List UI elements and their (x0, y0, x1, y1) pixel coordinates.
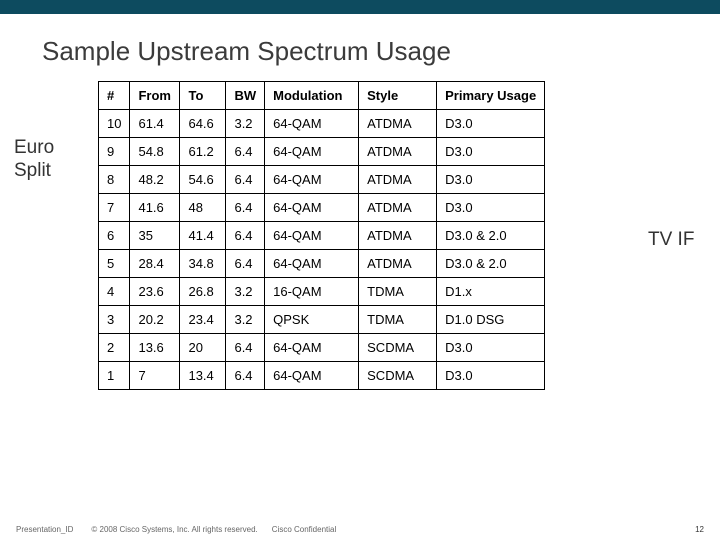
cell-bw: 6.4 (226, 138, 265, 166)
page-title: Sample Upstream Spectrum Usage (0, 14, 720, 81)
cell-mod: 64-QAM (265, 110, 359, 138)
cell-to: 41.4 (180, 222, 226, 250)
cell-usage: D3.0 (437, 194, 545, 222)
footer: Presentation_ID © 2008 Cisco Systems, In… (0, 525, 720, 534)
cell-usage: D3.0 & 2.0 (437, 250, 545, 278)
table-row: 848.254.66.464-QAMATDMAD3.0 (99, 166, 545, 194)
cell-num: 1 (99, 362, 130, 390)
cell-usage: D3.0 (437, 166, 545, 194)
cell-from: 7 (130, 362, 180, 390)
cell-usage: D1.x (437, 278, 545, 306)
cell-style: ATDMA (359, 194, 437, 222)
cell-style: SCDMA (359, 334, 437, 362)
cell-mod: 64-QAM (265, 166, 359, 194)
cell-num: 5 (99, 250, 130, 278)
cell-num: 9 (99, 138, 130, 166)
table-row: 63541.46.464-QAMATDMAD3.0 & 2.0 (99, 222, 545, 250)
cell-bw: 6.4 (226, 362, 265, 390)
cell-mod: 64-QAM (265, 138, 359, 166)
cell-num: 6 (99, 222, 130, 250)
table-row: 320.223.43.2QPSKTDMAD1.0 DSG (99, 306, 545, 334)
cell-from: 28.4 (130, 250, 180, 278)
cell-style: ATDMA (359, 166, 437, 194)
cell-bw: 6.4 (226, 222, 265, 250)
cell-num: 4 (99, 278, 130, 306)
cell-to: 61.2 (180, 138, 226, 166)
cell-from: 13.6 (130, 334, 180, 362)
cell-mod: 64-QAM (265, 362, 359, 390)
cell-mod: 16-QAM (265, 278, 359, 306)
cell-usage: D3.0 (437, 362, 545, 390)
cell-bw: 3.2 (226, 306, 265, 334)
cell-mod: QPSK (265, 306, 359, 334)
cell-bw: 3.2 (226, 278, 265, 306)
cell-to: 64.6 (180, 110, 226, 138)
table-row: 213.6206.464-QAMSCDMAD3.0 (99, 334, 545, 362)
header-num: # (99, 82, 130, 110)
footer-presentation-id: Presentation_ID (16, 525, 73, 534)
cell-bw: 6.4 (226, 194, 265, 222)
content-area: Euro Split TV IF # From To BW Modulation… (0, 81, 720, 390)
cell-to: 23.4 (180, 306, 226, 334)
table-row: 1061.464.63.264-QAMATDMAD3.0 (99, 110, 545, 138)
right-side-label: TV IF (648, 229, 694, 251)
table-row: 1713.46.464-QAMSCDMAD3.0 (99, 362, 545, 390)
cell-bw: 6.4 (226, 166, 265, 194)
table-row: 954.861.26.464-QAMATDMAD3.0 (99, 138, 545, 166)
table-row: 423.626.83.216-QAMTDMAD1.x (99, 278, 545, 306)
cell-num: 2 (99, 334, 130, 362)
cell-from: 54.8 (130, 138, 180, 166)
cell-style: ATDMA (359, 250, 437, 278)
cell-to: 34.8 (180, 250, 226, 278)
table-row: 528.434.86.464-QAMATDMAD3.0 & 2.0 (99, 250, 545, 278)
cell-usage: D3.0 (437, 334, 545, 362)
header-modulation: Modulation (265, 82, 359, 110)
header-from: From (130, 82, 180, 110)
cell-style: TDMA (359, 306, 437, 334)
header-style: Style (359, 82, 437, 110)
cell-num: 8 (99, 166, 130, 194)
cell-mod: 64-QAM (265, 222, 359, 250)
cell-to: 26.8 (180, 278, 226, 306)
left-side-label: Euro Split (14, 137, 86, 183)
cell-bw: 6.4 (226, 334, 265, 362)
footer-confidential: Cisco Confidential (272, 525, 336, 534)
cell-style: ATDMA (359, 110, 437, 138)
cell-usage: D3.0 (437, 110, 545, 138)
cell-style: TDMA (359, 278, 437, 306)
cell-mod: 64-QAM (265, 194, 359, 222)
cell-usage: D3.0 & 2.0 (437, 222, 545, 250)
cell-from: 41.6 (130, 194, 180, 222)
cell-to: 13.4 (180, 362, 226, 390)
footer-copyright: © 2008 Cisco Systems, Inc. All rights re… (91, 525, 257, 534)
cell-from: 48.2 (130, 166, 180, 194)
cell-style: ATDMA (359, 138, 437, 166)
cell-from: 35 (130, 222, 180, 250)
cell-from: 23.6 (130, 278, 180, 306)
cell-bw: 3.2 (226, 110, 265, 138)
cell-style: SCDMA (359, 362, 437, 390)
top-accent-bar (0, 0, 720, 14)
cell-from: 61.4 (130, 110, 180, 138)
table-header-row: # From To BW Modulation Style Primary Us… (99, 82, 545, 110)
cell-usage: D1.0 DSG (437, 306, 545, 334)
table-row: 741.6486.464-QAMATDMAD3.0 (99, 194, 545, 222)
header-to: To (180, 82, 226, 110)
header-bw: BW (226, 82, 265, 110)
cell-mod: 64-QAM (265, 334, 359, 362)
cell-to: 20 (180, 334, 226, 362)
cell-from: 20.2 (130, 306, 180, 334)
cell-style: ATDMA (359, 222, 437, 250)
cell-num: 10 (99, 110, 130, 138)
cell-mod: 64-QAM (265, 250, 359, 278)
cell-usage: D3.0 (437, 138, 545, 166)
cell-num: 7 (99, 194, 130, 222)
footer-page-number: 12 (695, 525, 704, 534)
cell-num: 3 (99, 306, 130, 334)
spectrum-table: # From To BW Modulation Style Primary Us… (98, 81, 545, 390)
header-usage: Primary Usage (437, 82, 545, 110)
cell-to: 48 (180, 194, 226, 222)
cell-to: 54.6 (180, 166, 226, 194)
cell-bw: 6.4 (226, 250, 265, 278)
